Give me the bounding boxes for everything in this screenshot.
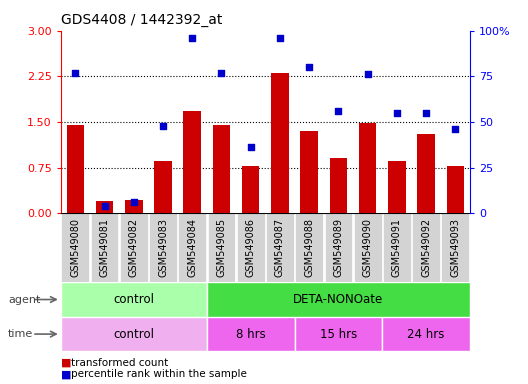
Bar — [300, 131, 318, 213]
Text: GSM549082: GSM549082 — [129, 218, 139, 277]
Bar — [207, 317, 295, 351]
Point — [334, 108, 343, 114]
Text: GSM549086: GSM549086 — [246, 218, 256, 277]
Bar — [295, 317, 382, 351]
Bar — [61, 317, 207, 351]
Bar — [441, 213, 469, 282]
Text: GSM549088: GSM549088 — [304, 218, 314, 277]
Bar — [208, 213, 235, 282]
Bar — [388, 161, 406, 213]
Bar — [154, 161, 172, 213]
Text: agent: agent — [8, 295, 40, 305]
Text: GSM549093: GSM549093 — [450, 218, 460, 277]
Point — [276, 35, 284, 41]
Text: transformed count: transformed count — [71, 358, 168, 368]
Point — [129, 199, 138, 205]
Bar — [184, 111, 201, 213]
Bar — [242, 166, 259, 213]
Bar — [417, 134, 435, 213]
Point — [422, 110, 430, 116]
Text: control: control — [114, 328, 154, 341]
Bar — [354, 213, 382, 282]
Bar — [67, 125, 84, 213]
Point — [247, 144, 255, 151]
Bar — [120, 213, 148, 282]
Text: GSM549089: GSM549089 — [333, 218, 343, 277]
Text: DETA-NONOate: DETA-NONOate — [293, 293, 383, 306]
Point — [305, 64, 314, 70]
Bar — [447, 166, 464, 213]
Text: GSM549090: GSM549090 — [363, 218, 373, 277]
Bar — [213, 125, 230, 213]
Bar — [271, 73, 289, 213]
Text: percentile rank within the sample: percentile rank within the sample — [71, 369, 247, 379]
Text: GSM549081: GSM549081 — [100, 218, 110, 277]
Point — [100, 203, 109, 209]
Bar — [295, 213, 323, 282]
Bar — [149, 213, 177, 282]
Text: GSM549091: GSM549091 — [392, 218, 402, 277]
Bar — [178, 213, 206, 282]
Point — [393, 110, 401, 116]
Point — [363, 71, 372, 78]
Text: 24 hrs: 24 hrs — [408, 328, 445, 341]
Text: GSM549085: GSM549085 — [216, 218, 227, 277]
Text: 8 hrs: 8 hrs — [236, 328, 266, 341]
Bar — [91, 213, 118, 282]
Bar — [237, 213, 265, 282]
Text: GSM549084: GSM549084 — [187, 218, 197, 277]
Text: GSM549083: GSM549083 — [158, 218, 168, 277]
Bar — [207, 282, 470, 317]
Bar — [329, 158, 347, 213]
Bar — [96, 201, 114, 213]
Point — [188, 35, 196, 41]
Text: GSM549087: GSM549087 — [275, 218, 285, 277]
Text: GSM549092: GSM549092 — [421, 218, 431, 277]
Bar — [61, 282, 207, 317]
Text: time: time — [8, 329, 33, 339]
Bar — [382, 317, 470, 351]
Text: 15 hrs: 15 hrs — [320, 328, 357, 341]
Text: ■: ■ — [61, 358, 71, 368]
Point — [71, 70, 80, 76]
Bar — [325, 213, 352, 282]
Text: ■: ■ — [61, 369, 71, 379]
Bar — [125, 200, 143, 213]
Text: GDS4408 / 1442392_at: GDS4408 / 1442392_at — [61, 13, 222, 27]
Bar — [359, 123, 376, 213]
Point — [451, 126, 459, 132]
Bar — [266, 213, 294, 282]
Bar — [61, 213, 89, 282]
Point — [217, 70, 225, 76]
Point — [159, 122, 167, 129]
Bar — [412, 213, 440, 282]
Text: GSM549080: GSM549080 — [70, 218, 80, 277]
Bar — [383, 213, 411, 282]
Text: control: control — [114, 293, 154, 306]
